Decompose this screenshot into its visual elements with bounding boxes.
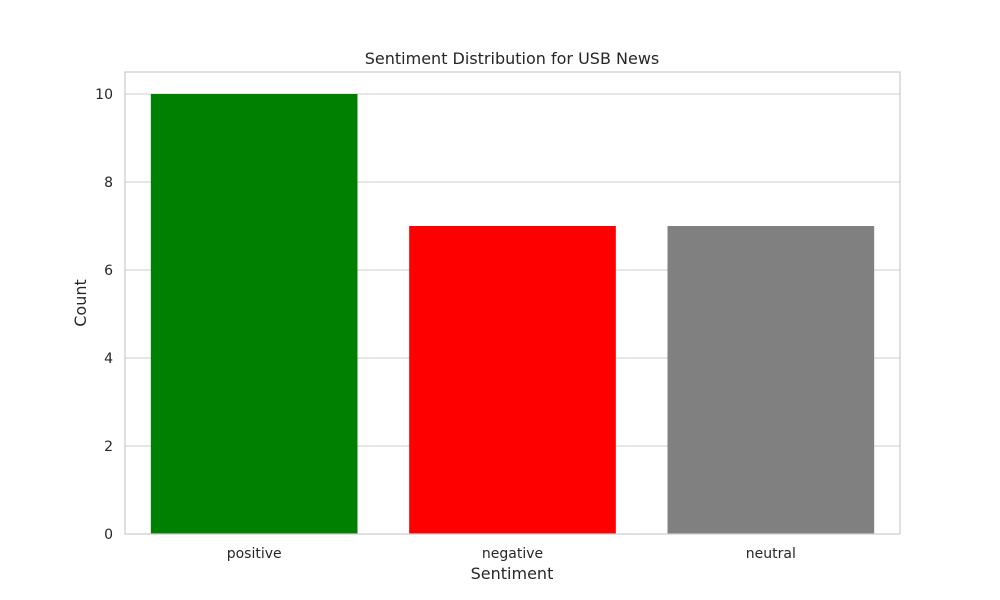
y-tick-label: 8 [104,175,113,191]
x-tick-label: negative [482,546,543,562]
x-axis-label: Sentiment [471,564,554,583]
bar-negative [409,226,616,534]
y-tick-label: 2 [104,439,113,455]
bars [150,94,875,534]
plot-frame [124,71,901,535]
bar-positive [150,94,358,534]
bar-neutral [667,226,875,534]
y-tick-label: 4 [104,351,113,367]
chart-title: Sentiment Distribution for USB News [365,49,659,68]
y-tick-label: 0 [104,527,113,543]
y-tick-label: 6 [104,263,113,279]
y-tick-label: 10 [95,87,113,103]
x-tick-labels: positive negative neutral [227,546,796,562]
y-axis-label: Count [71,279,90,327]
x-tick-label: neutral [746,546,796,562]
x-tick-label: positive [227,546,282,562]
y-tick-labels: 0 2 4 6 8 10 [95,87,113,543]
